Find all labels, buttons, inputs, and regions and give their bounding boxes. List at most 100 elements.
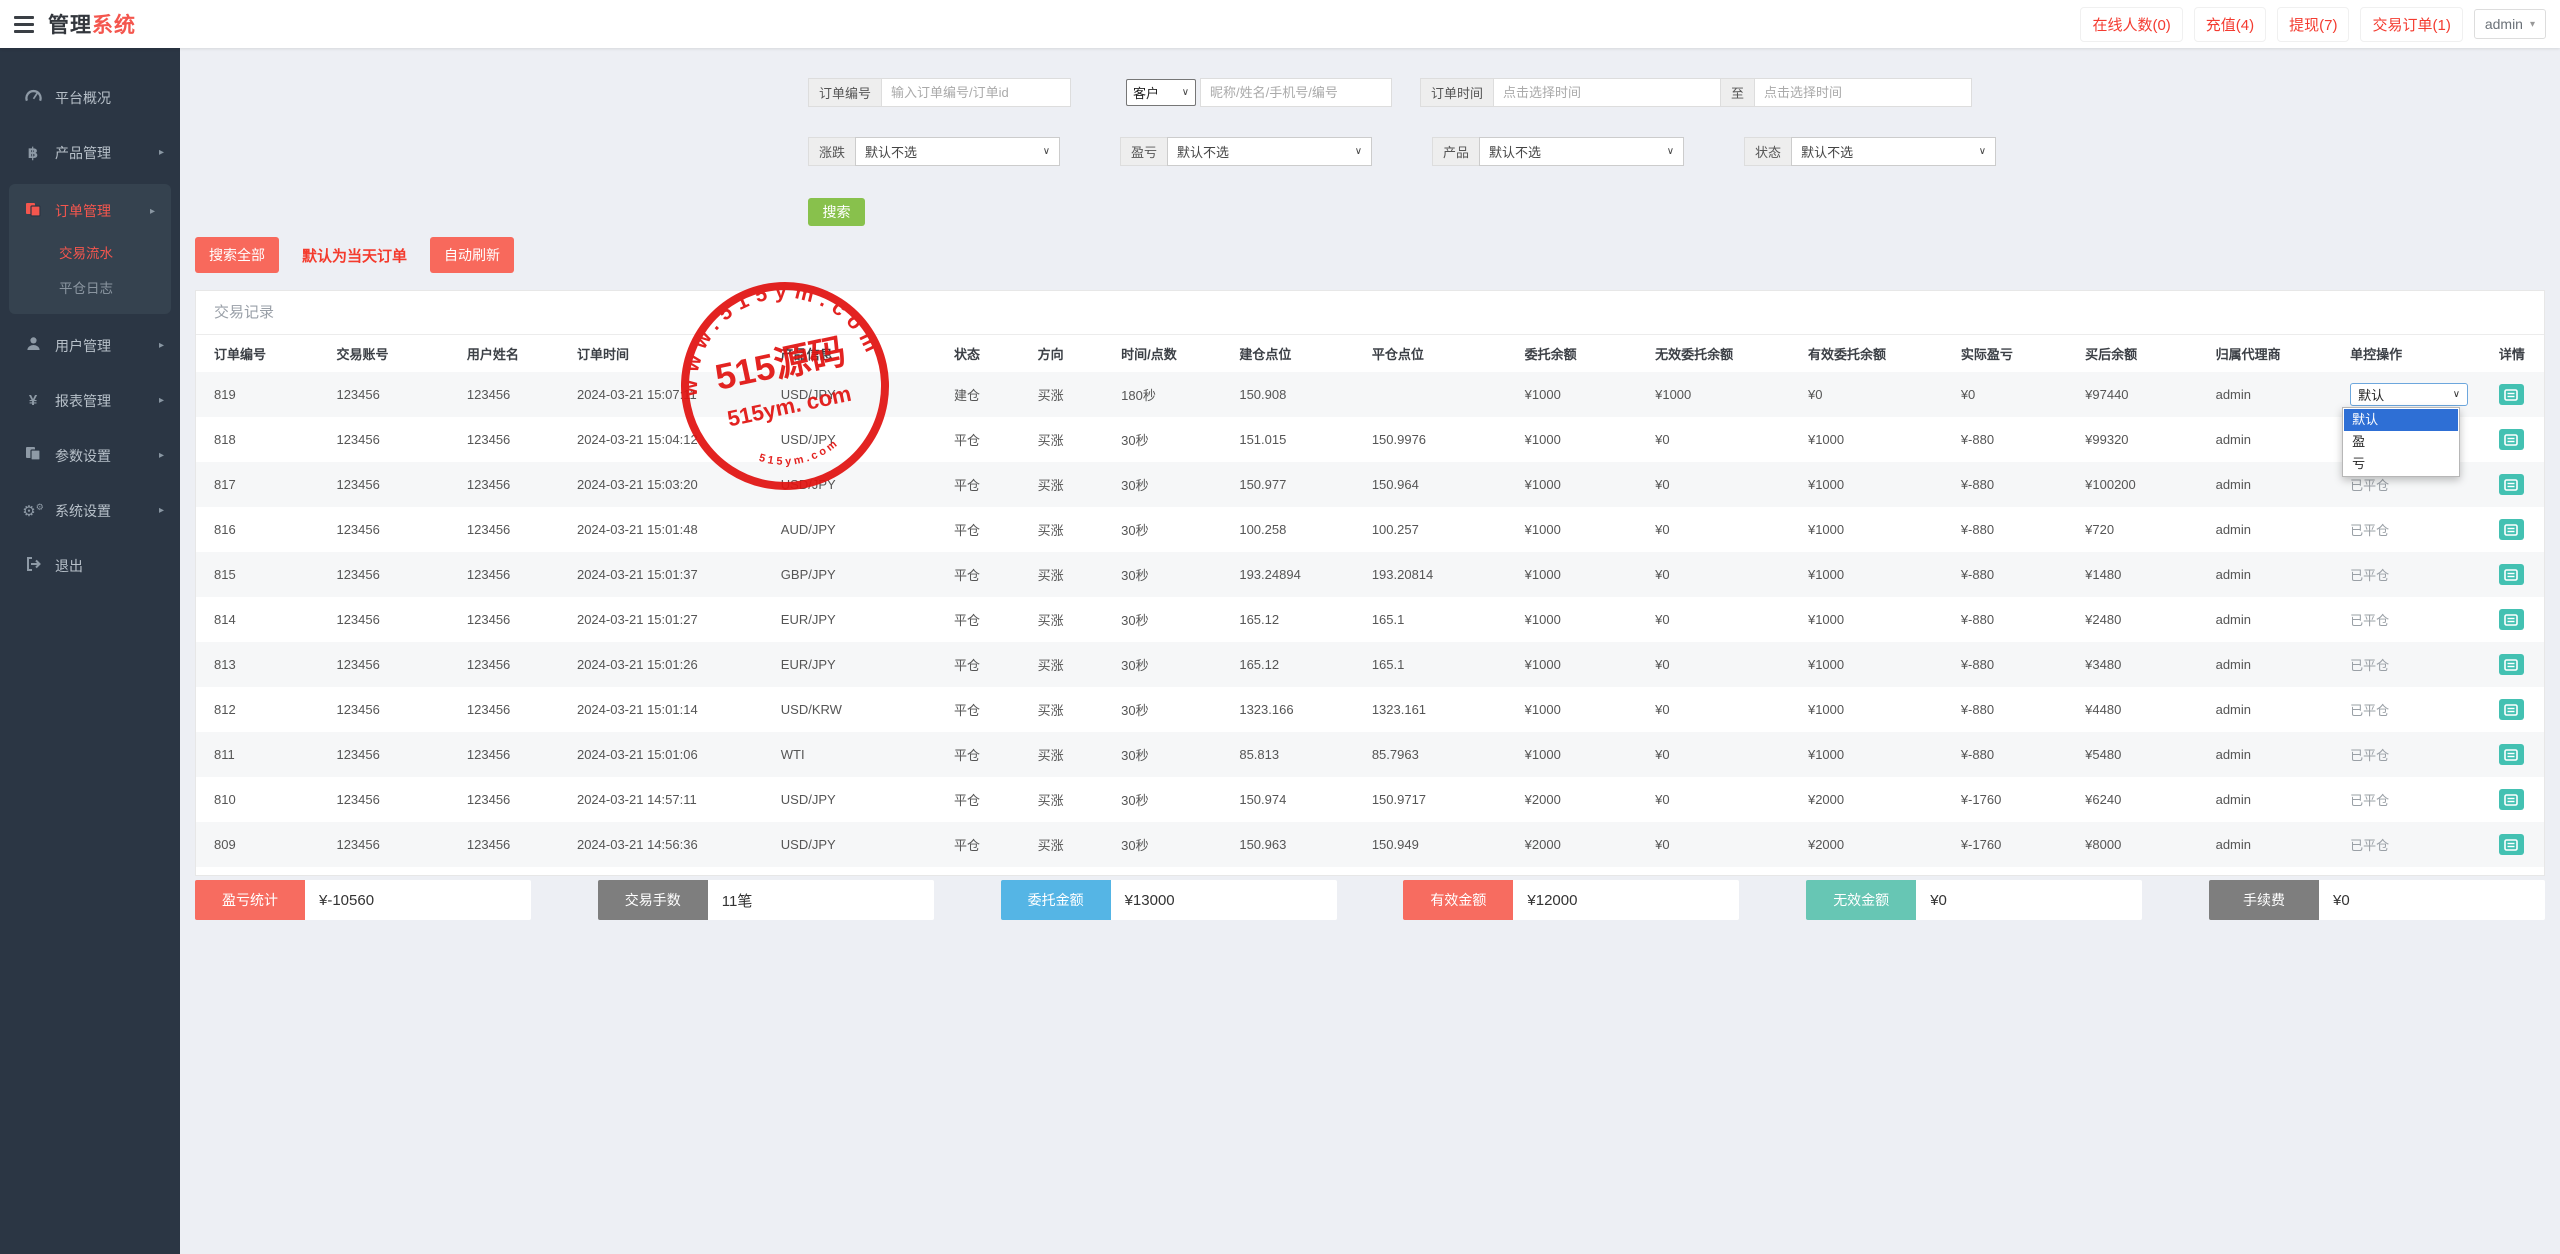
column-header: 订单时间 (576, 347, 629, 362)
cell-id: 815 (214, 567, 236, 582)
order-no-input[interactable] (881, 78, 1072, 107)
detail-button[interactable] (2498, 564, 2524, 585)
detail-button[interactable] (2498, 654, 2524, 675)
detail-button[interactable] (2498, 609, 2524, 630)
control-option[interactable]: 亏 (2352, 456, 2366, 471)
sidebar-item-系统设置[interactable]: ⚙⚙ 系统设置 ▸ (0, 483, 180, 538)
control-status-text: 已平仓 (2350, 748, 2390, 763)
app-title-black: 管理 (48, 14, 92, 37)
sidebar-item-用户管理[interactable]: 用户管理 ▸ (0, 318, 180, 373)
cell-product: USD/JPY (780, 477, 836, 492)
sidebar-item-平台概况[interactable]: 平台概况 (0, 70, 180, 125)
detail-button[interactable] (2498, 519, 2524, 540)
control-option[interactable]: 盈 (2352, 434, 2366, 449)
customer-type-select[interactable]: 客户 ∨ (1126, 79, 1197, 106)
cell-product: GBP/JPY (780, 567, 836, 582)
control-status-text: 已平仓 (2350, 523, 2390, 538)
time-from-input[interactable] (1493, 78, 1722, 107)
header-stat-button[interactable]: 在线人数(0) (2080, 6, 2183, 42)
cell-duration: 30秒 (1121, 523, 1149, 538)
detail-button[interactable] (2498, 384, 2524, 405)
cell-duration: 30秒 (1121, 433, 1149, 448)
filter-select-盈亏[interactable]: 默认不选 ∨ (1167, 137, 1373, 166)
menu-toggle-icon[interactable] (14, 15, 34, 33)
sidebar-item-退出[interactable]: 退出 (0, 538, 180, 593)
filter-select-涨跌[interactable]: 默认不选 ∨ (855, 137, 1061, 166)
cell-open: 150.977 (1239, 477, 1287, 492)
detail-button[interactable] (2498, 699, 2524, 720)
sidebar-item-参数设置[interactable]: 参数设置 ▸ (0, 428, 180, 483)
cell-valid: ¥2000 (1807, 837, 1845, 852)
control-select-value: 默认 (2358, 388, 2385, 403)
control-option[interactable]: 默认 (2344, 409, 2459, 431)
cell-control: 已平仓 (2342, 597, 2491, 642)
control-status-text: 已平仓 (2350, 478, 2390, 493)
cell-after: ¥8000 (2085, 837, 2122, 852)
filter-select-状态[interactable]: 默认不选 ∨ (1791, 137, 1997, 166)
auto-refresh-button[interactable]: 自动刷新 (430, 237, 515, 273)
cell-entrust: ¥1000 (1524, 567, 1561, 582)
header-stat-button[interactable]: 交易订单(1) (2360, 6, 2463, 42)
cell-status: 平仓 (954, 433, 981, 448)
time-to-input[interactable] (1754, 78, 1973, 107)
sidebar-subitem-平仓日志[interactable]: 平仓日志 (59, 281, 113, 296)
sidebar-subitem-交易流水[interactable]: 交易流水 (59, 246, 113, 261)
detail-button[interactable] (2498, 834, 2524, 855)
cell-after: ¥97440 (2085, 387, 2129, 402)
summary-label: 无效金额 (1806, 880, 1917, 920)
action-row: 搜索全部 默认为当天订单 自动刷新 (195, 237, 515, 273)
filter-select-产品[interactable]: 默认不选 ∨ (1479, 137, 1685, 166)
cell-product: EUR/JPY (780, 612, 836, 627)
cell-valid: ¥1000 (1807, 477, 1845, 492)
cell-agent: admin (2215, 522, 2252, 537)
sidebar-item-label: 订单管理 (55, 203, 111, 219)
cell-open: 150.963 (1239, 837, 1287, 852)
cell-account: 123456 (336, 612, 380, 627)
sidebar-group-订单管理: 订单管理 ▸ 交易流水平仓日志 (9, 184, 171, 314)
cell-agent: admin (2215, 747, 2252, 762)
detail-button[interactable] (2498, 744, 2524, 765)
cell-status: 平仓 (954, 613, 981, 628)
summary-value: ¥13000 (1110, 880, 1337, 920)
cell-account: 123456 (336, 522, 380, 537)
cell-close: 1323.161 (1371, 702, 1427, 717)
summary-row: 盈亏统计 ¥-10560 交易手数 11笔 委托金额 ¥13000 有效金额 ¥12000 无效… (195, 880, 2545, 920)
search-all-button[interactable]: 搜索全部 (195, 237, 279, 273)
chevron-right-icon: ▸ (158, 395, 164, 406)
sidebar-item-产品管理[interactable]: ฿ 产品管理 ▸ (0, 125, 180, 180)
cell-account: 123456 (336, 792, 380, 807)
sidebar-item-报表管理[interactable]: ¥ 报表管理 ▸ (0, 373, 180, 428)
filter-row-2: 涨跌 默认不选 ∨ 盈亏 默认不选 ∨ 产品 默认不选 ∨ 状态 默认不选 ∨ (808, 137, 1997, 166)
header-stat-button[interactable]: 充值(4) (2193, 6, 2267, 42)
customer-input[interactable] (1200, 78, 1393, 107)
cell-open: 150.974 (1239, 792, 1287, 807)
cell-invalid: ¥0 (1655, 657, 1670, 672)
detail-button[interactable] (2498, 429, 2524, 450)
table-row: 818 123456 123456 2024-03-21 15:04:12 USD/JP… (196, 417, 2544, 462)
cell-invalid: ¥1000 (1655, 387, 1692, 402)
column-header: 产品信息 (780, 347, 833, 362)
sidebar-item-订单管理[interactable]: 订单管理 ▸ (9, 186, 171, 236)
table-row: 812 123456 123456 2024-03-21 15:01:14 USD/KR… (196, 687, 2544, 732)
sidebar-item-label: 参数设置 (55, 447, 111, 464)
user-menu[interactable]: admin ▾ (2473, 9, 2546, 39)
column-header: 方向 (1037, 347, 1064, 362)
cell-close: 85.7963 (1371, 747, 1419, 762)
control-select[interactable]: 默认 ∨ (2350, 383, 2469, 406)
cell-direction: 买涨 (1037, 523, 1064, 538)
header-stat-button[interactable]: 提现(7) (2277, 6, 2350, 42)
column-header: 状态 (954, 347, 981, 362)
detail-button[interactable] (2498, 474, 2524, 495)
search-button[interactable]: 搜索 (808, 198, 865, 226)
sidebar-item-label: 平台概况 (55, 89, 111, 106)
table-row: 819 123456 123456 2024-03-21 15:07:11 USD/JP… (196, 372, 2544, 477)
table-row: 816 123456 123456 2024-03-21 15:01:48 AUD/JP… (196, 507, 2544, 552)
cell-detail (2491, 417, 2544, 462)
cell-open: 165.12 (1239, 657, 1280, 672)
cell-time: 2024-03-21 15:01:37 (576, 567, 698, 582)
detail-button[interactable] (2498, 789, 2524, 810)
cell-duration: 30秒 (1121, 613, 1149, 628)
cell-after: ¥720 (2085, 522, 2115, 537)
summary-手续费: 手续费 ¥0 (2208, 880, 2545, 920)
cell-time: 2024-03-21 15:01:26 (576, 657, 698, 672)
